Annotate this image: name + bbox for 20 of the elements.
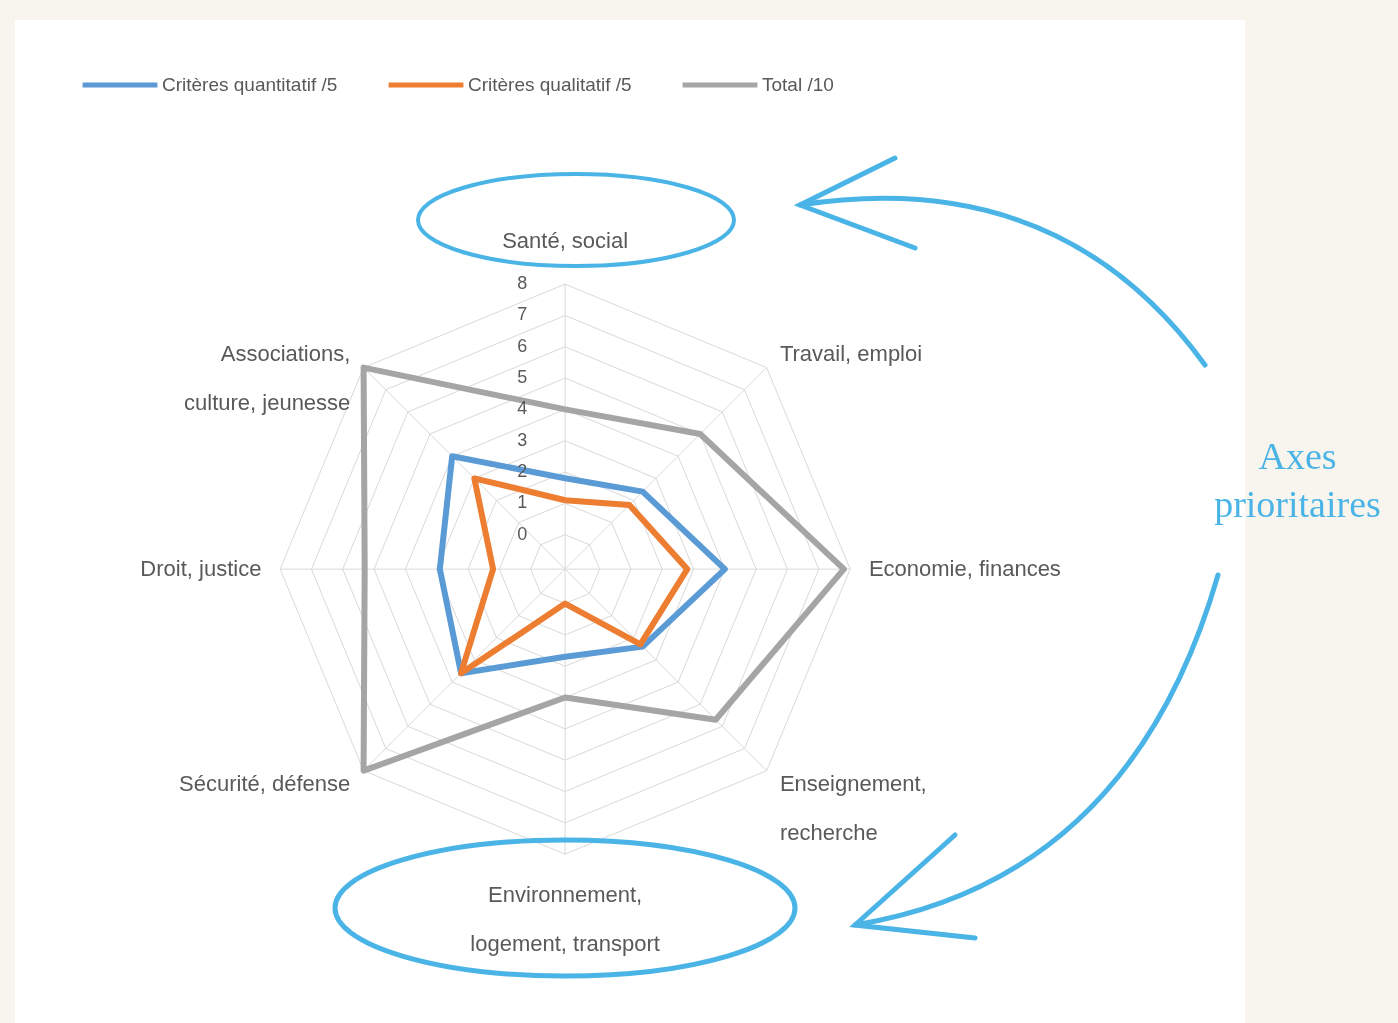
spoke-label: Enseignement, recherche (779, 770, 927, 845)
spoke-label: Associations, culture, jeunesse (184, 341, 351, 416)
text: Axes prioritaires (1213, 434, 1382, 527)
spoke-label: Droit, justice (140, 556, 262, 582)
y-tick-label: 6 (517, 335, 528, 356)
y-tick-label: 8 (517, 273, 528, 294)
spoke-label: Travail, emploi (779, 341, 923, 367)
y-tick-label: 3 (517, 429, 528, 450)
y-tick-label: 4 (517, 398, 528, 419)
spoke-label: Sécurité, défense (179, 770, 351, 796)
spoke-label: Economie, finances (868, 556, 1061, 582)
y-tick-label: 7 (517, 304, 528, 325)
legend-label: Critères qualitatif /5 (468, 74, 632, 95)
spoke-label: Environnement, logement, transport (470, 882, 660, 957)
spoke-label: Santé, social (502, 227, 629, 253)
y-tick-label: 1 (517, 492, 528, 513)
legend-label: Total /10 (762, 74, 834, 95)
y-tick-label: 0 (517, 523, 528, 544)
legend-label: Critères quantitatif /5 (162, 74, 338, 95)
y-tick-label: 5 (517, 367, 528, 388)
